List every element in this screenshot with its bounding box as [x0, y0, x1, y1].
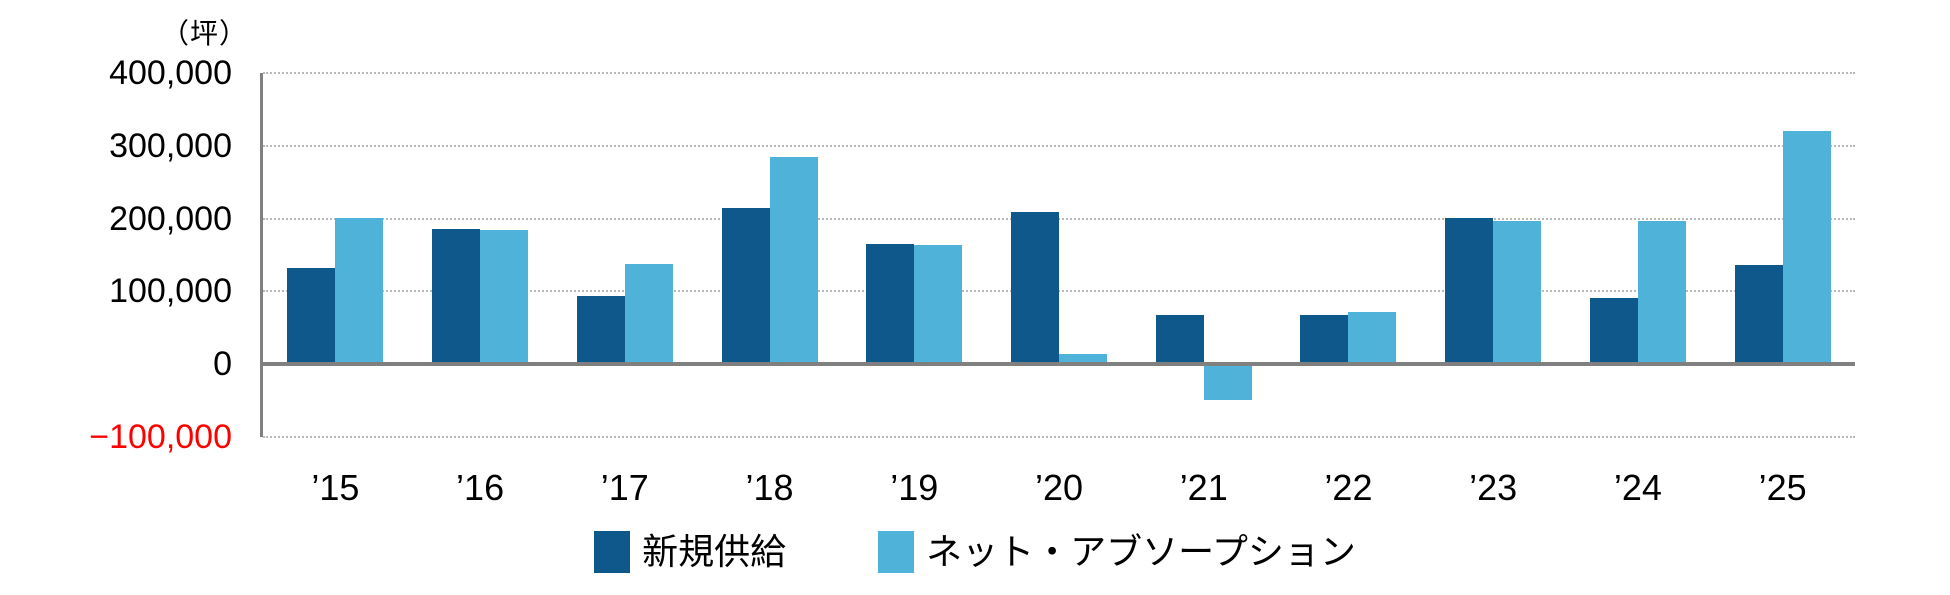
legend-item-new-supply: 新規供給	[594, 530, 786, 574]
legend-item-net-absorption: ネット・アブソープション	[878, 530, 1356, 574]
bar-new-supply-19	[866, 243, 915, 364]
bar-net-absorption-16	[480, 230, 529, 364]
legend-swatch-net-absorption-icon	[878, 531, 915, 573]
bar-net-absorption-15	[335, 217, 384, 364]
bar-net-absorption-20	[1059, 353, 1107, 364]
bar-new-supply-23	[1445, 217, 1494, 364]
bar-new-supply-25	[1734, 265, 1783, 364]
x-tick-label: ’25	[1758, 467, 1807, 508]
y-tick-label: −100,000	[89, 417, 232, 456]
y-axis-line	[260, 73, 263, 437]
x-tick-label: ’22	[1324, 467, 1373, 508]
x-tick-label: ’17	[600, 467, 649, 508]
gridline	[263, 435, 1855, 438]
x-tick-label: ’20	[1034, 467, 1084, 508]
x-tick-label: ’15	[311, 467, 360, 508]
legend: 新規供給 ネット・アブソープション	[0, 530, 1950, 574]
y-tick-label: 0	[213, 345, 232, 383]
bar-net-absorption-17	[624, 263, 673, 364]
bar-new-supply-21	[1155, 314, 1204, 364]
bar-net-absorption-19	[914, 245, 963, 364]
bar-new-supply-15	[287, 267, 336, 364]
zero-line	[260, 362, 1855, 366]
x-tick-label: ’18	[745, 467, 794, 508]
bar-net-absorption-22	[1348, 311, 1397, 364]
y-tick-label: 300,000	[109, 126, 232, 165]
bar-new-supply-16	[432, 228, 481, 364]
x-tick-label: ’19	[890, 467, 939, 508]
legend-label-net-absorption: ネット・アブソープション	[926, 531, 1356, 572]
y-tick-label: 400,000	[109, 54, 232, 92]
y-tick-label: 200,000	[109, 199, 232, 238]
legend-label-new-supply: 新規供給	[642, 531, 787, 572]
bar-new-supply-18	[721, 207, 770, 364]
bar-new-supply-22	[1300, 314, 1349, 364]
bar-net-absorption-21	[1203, 364, 1252, 401]
gridline	[263, 144, 1855, 147]
bar-net-absorption-18	[769, 156, 818, 364]
gridline	[263, 290, 1855, 293]
bar-new-supply-20	[1011, 211, 1059, 364]
x-tick-label: ’16	[456, 467, 505, 508]
bar-net-absorption-25	[1782, 131, 1831, 364]
bar-net-absorption-24	[1637, 221, 1686, 364]
gridline	[263, 72, 1855, 74]
x-tick-label: ’21	[1179, 467, 1228, 508]
gridline	[263, 217, 1855, 220]
bar-new-supply-17	[576, 296, 625, 364]
bar-net-absorption-23	[1493, 221, 1542, 364]
bar-new-supply-24	[1589, 297, 1638, 364]
y-axis-unit-label: （坪）	[160, 18, 248, 49]
x-tick-label: ’24	[1613, 467, 1662, 508]
legend-swatch-new-supply-icon	[594, 531, 631, 573]
y-tick-label: 100,000	[109, 272, 232, 311]
x-tick-label: ’23	[1469, 467, 1518, 508]
